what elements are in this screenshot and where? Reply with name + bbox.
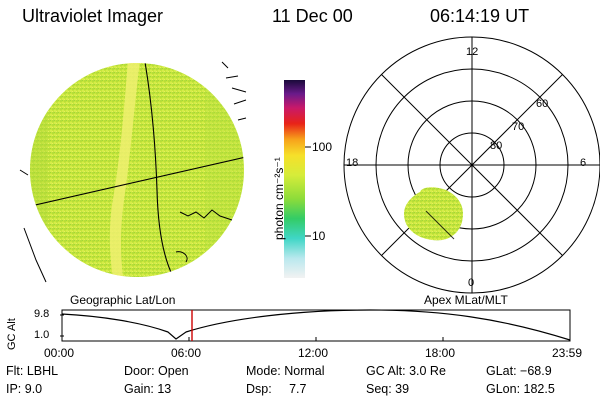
alt-xtick-1800: 18:00 xyxy=(425,346,456,360)
status-dsp: Dsp: 7.7 xyxy=(246,382,307,396)
colorbar-tick-10: 10 xyxy=(312,229,326,243)
mlt-label-18: 18 xyxy=(346,157,359,169)
polar-panel-label: Apex MLat/MLT xyxy=(424,293,508,307)
alt-ylabel: GC Alt xyxy=(6,318,18,350)
status-mode: Mode: Normal xyxy=(246,364,325,378)
mlt-label-0: 0 xyxy=(468,277,475,289)
alt-xtick-0600: 06:00 xyxy=(171,346,202,360)
alt-xtick-0000: 00:00 xyxy=(44,346,75,360)
mlat-label-60: 60 xyxy=(536,98,549,110)
status-ip: IP: 9.0 xyxy=(6,382,43,396)
mlat-label-80: 80 xyxy=(490,140,503,152)
status-glat: GLat: −68.9 xyxy=(486,364,552,378)
status-glon: GLon: 182.5 xyxy=(486,382,555,396)
alt-ytick-9-8: 9.8 xyxy=(34,308,50,320)
mlat-label-70: 70 xyxy=(512,121,525,133)
status-seq: Seq: 39 xyxy=(366,382,410,396)
status-filter: Flt: LBHL xyxy=(6,364,59,378)
colorbar-unit-label: photon cm⁻²s⁻¹ xyxy=(272,157,286,240)
altitude-strip xyxy=(60,309,571,342)
earth-disk-image xyxy=(19,61,247,283)
mlt-label-12: 12 xyxy=(466,46,479,58)
status-gc-alt: GC Alt: 3.0 Re xyxy=(366,364,446,378)
colorbar-tick-100: 100 xyxy=(312,140,333,154)
polar-mlt-plot xyxy=(343,36,600,294)
status-gain: Gain: 13 xyxy=(124,382,172,396)
alt-ytick-1-0: 1.0 xyxy=(34,329,50,341)
color-bar xyxy=(284,80,311,278)
time-label: 06:14:19 UT xyxy=(430,6,530,26)
alt-xtick-2359: 23:59 xyxy=(552,346,583,360)
geo-panel-label: Geographic Lat/Lon xyxy=(70,293,176,307)
instrument-title: Ultraviolet Imager xyxy=(22,6,164,26)
date-label: 11 Dec 00 xyxy=(272,6,353,26)
alt-xtick-1200: 12:00 xyxy=(298,346,329,360)
mlt-label-6: 6 xyxy=(580,157,587,169)
status-door: Door: Open xyxy=(124,364,189,378)
